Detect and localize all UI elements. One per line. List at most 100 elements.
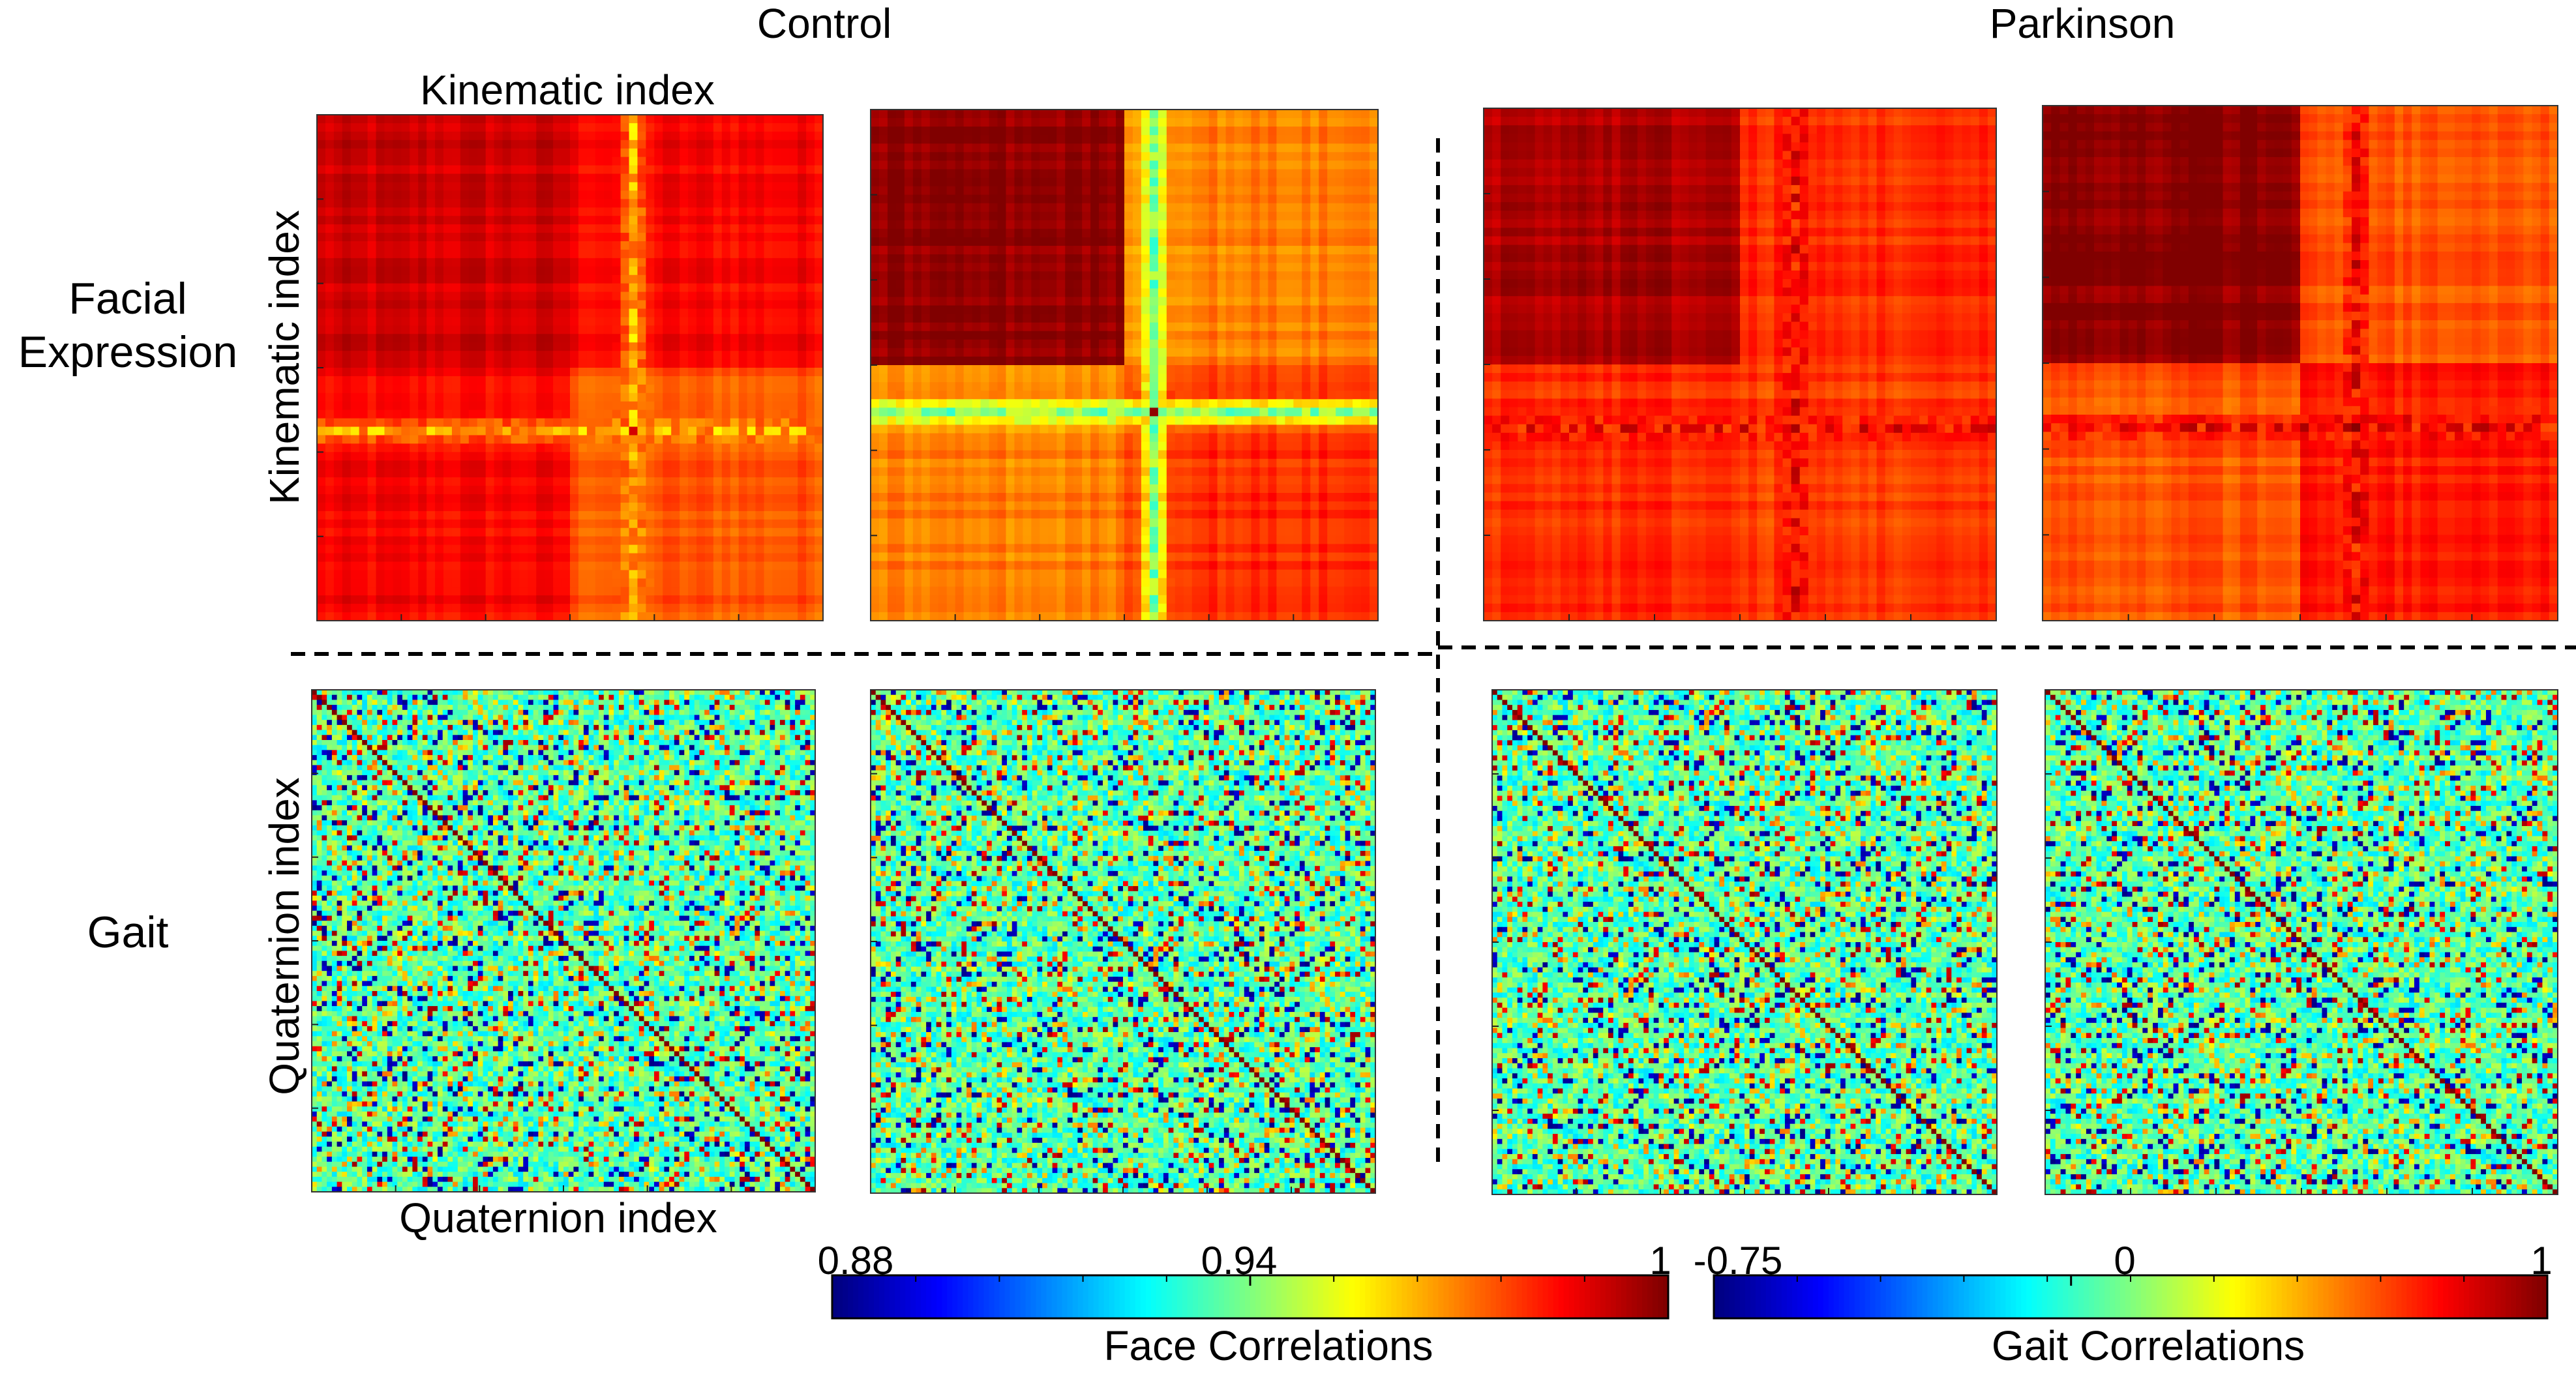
heatmap-cell	[536, 140, 545, 149]
heatmap-cell	[739, 190, 748, 200]
heatmap-cell	[722, 149, 731, 158]
heatmap-cell	[562, 182, 571, 191]
heatmap-cell	[519, 149, 528, 158]
heatmap-cell	[612, 123, 622, 132]
heatmap-cell	[756, 190, 765, 200]
heatmap-cell	[317, 132, 326, 141]
heatmap-cell	[494, 157, 503, 166]
heatmap-cell	[418, 140, 427, 149]
heatmap-cell	[401, 132, 410, 141]
heatmap-cell	[384, 174, 393, 183]
heatmap-cell	[452, 174, 461, 183]
heatmap-cell	[637, 115, 646, 124]
heatmap-cell	[604, 174, 613, 183]
heatmap-cell	[587, 166, 596, 175]
heatmap-cell	[739, 157, 748, 166]
heatmap-cell	[612, 207, 622, 216]
heatmap-cell	[696, 149, 706, 158]
heatmap-cell	[418, 115, 427, 124]
heatmap-cell	[325, 115, 335, 124]
heatmap-cell	[756, 157, 765, 166]
heatmap-cell	[612, 132, 622, 141]
heatmap-cell	[334, 199, 343, 208]
heatmap-cell	[435, 207, 444, 216]
heatmap-cell	[764, 140, 773, 149]
heatmap-cell	[401, 190, 410, 200]
heatmap-cell	[806, 190, 815, 200]
heatmap-cell	[359, 174, 368, 183]
heatmap-cell	[536, 123, 545, 132]
heatmap-cell	[545, 123, 554, 132]
heatmap-cell	[368, 115, 377, 124]
heatmap-cell	[334, 207, 343, 216]
heatmap-cell	[713, 166, 723, 175]
heatmap-cell	[730, 174, 740, 183]
heatmap-cell	[621, 140, 630, 149]
heatmap-cell	[384, 190, 393, 200]
heatmap-cell	[494, 140, 503, 149]
heatmap-cell	[587, 182, 596, 191]
heatmap-cell	[519, 132, 528, 141]
heatmap-cell	[604, 190, 613, 200]
heatmap-cell	[503, 140, 512, 149]
heatmap-cell	[798, 182, 807, 191]
heatmap-cell	[739, 174, 748, 183]
heatmap-cell	[663, 123, 672, 132]
heatmap-cell	[334, 166, 343, 175]
heatmap-cell	[325, 149, 335, 158]
heatmap-cell	[806, 174, 815, 183]
heatmap-cell	[680, 174, 689, 183]
heatmap-cell	[545, 166, 554, 175]
heatmap-cell	[317, 123, 326, 132]
heatmap-cell	[359, 115, 368, 124]
heatmap-cell	[747, 190, 756, 200]
heatmap-cell	[621, 132, 630, 141]
heatmap-cell	[781, 115, 790, 124]
heatmap-cell	[359, 166, 368, 175]
heatmap-cell	[815, 174, 824, 183]
heatmap-cell	[384, 149, 393, 158]
heatmap-cell	[325, 174, 335, 183]
heatmap-cell	[317, 166, 326, 175]
heatmap-cell	[798, 123, 807, 132]
heatmap-cell	[671, 182, 680, 191]
heatmap-cell	[427, 149, 436, 158]
heatmap-cell	[772, 174, 781, 183]
heatmap-cell	[325, 182, 335, 191]
heatmap-cell	[772, 132, 781, 141]
heatmap-cell	[469, 199, 478, 208]
heatmap-cell	[671, 123, 680, 132]
heatmap-cell	[410, 207, 419, 216]
heatmap-cell	[604, 123, 613, 132]
heatmap-cell	[806, 157, 815, 166]
heatmap-cell	[503, 182, 512, 191]
heatmap-cell	[418, 132, 427, 141]
heatmap-cell	[578, 123, 588, 132]
heatmap-cell	[747, 174, 756, 183]
heatmap-cell	[713, 174, 723, 183]
heatmap-cell	[604, 149, 613, 158]
heatmap-cell	[494, 123, 503, 132]
heatmap-cell	[680, 123, 689, 132]
heatmap-cell	[536, 182, 545, 191]
heatmap-cell	[798, 132, 807, 141]
heatmap-cell	[688, 199, 697, 208]
heatmap-cell	[553, 123, 562, 132]
heatmap-cell	[578, 157, 588, 166]
heatmap-cell	[536, 207, 545, 216]
heatmap-cell	[443, 166, 453, 175]
heatmap-cell	[713, 182, 723, 191]
heatmap-cell	[359, 199, 368, 208]
heatmap-cell	[713, 115, 723, 124]
heatmap-cell	[756, 149, 765, 158]
heatmap-cell	[612, 149, 622, 158]
heatmap-cell	[401, 149, 410, 158]
heatmap-cell	[511, 115, 520, 124]
heatmap-cell	[460, 199, 470, 208]
heatmap-cell	[368, 140, 377, 149]
heatmap-cell	[351, 115, 360, 124]
heatmap-cell	[342, 166, 352, 175]
heatmap-cell	[764, 115, 773, 124]
heatmap-cell	[621, 149, 630, 158]
heatmap-cell	[739, 182, 748, 191]
